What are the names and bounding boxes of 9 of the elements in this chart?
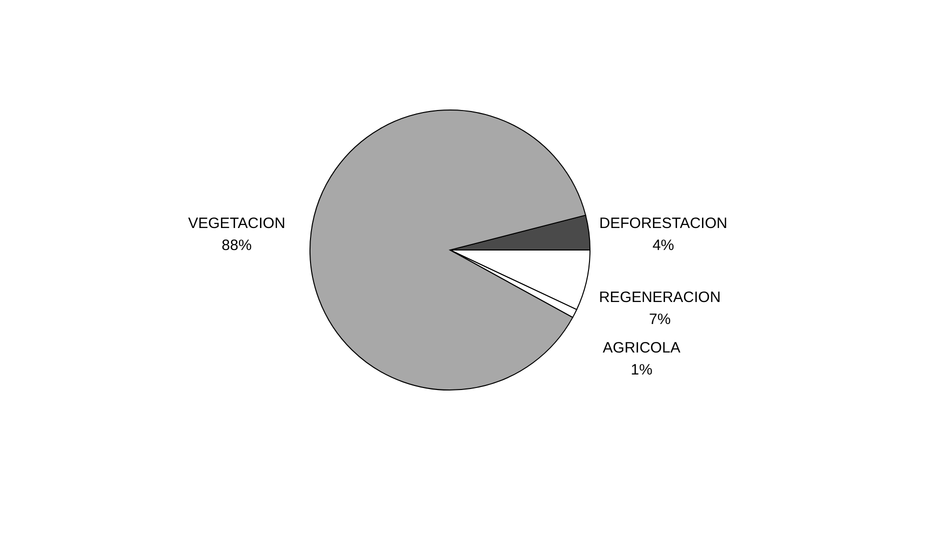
- slice-label: VEGETACION: [188, 215, 286, 232]
- slice-label: AGRICOLA: [602, 340, 680, 357]
- pie-slice: [310, 110, 586, 390]
- data-label: 7%: [648, 310, 671, 328]
- slice-label: DEFORESTACION: [599, 215, 728, 232]
- data-label: 4%: [652, 237, 674, 254]
- data-label: 88%: [222, 237, 252, 254]
- data-label: 1%: [630, 362, 652, 379]
- slice-label: REGENERACION: [598, 288, 721, 306]
